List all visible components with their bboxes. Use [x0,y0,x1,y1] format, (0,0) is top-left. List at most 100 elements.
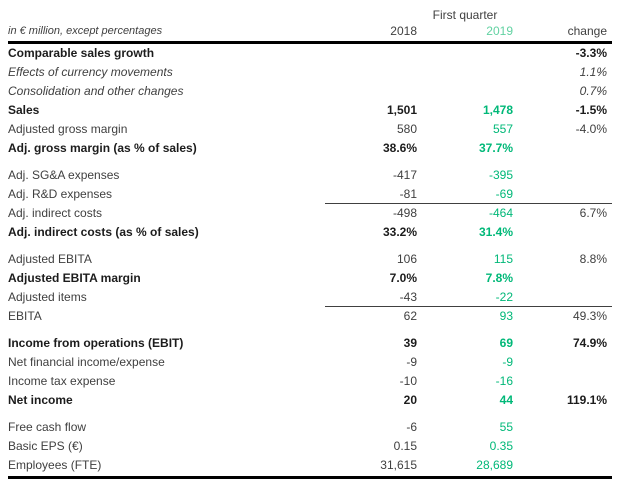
table-row: Income tax expense -10 -16 [8,372,612,391]
row-label: Adj. gross margin (as % of sales) [8,141,197,155]
section-gap [8,410,612,418]
table-row: Income from operations (EBIT) 39 69 74.9… [8,334,612,353]
section-gap [8,326,612,334]
table-row: EBITA 62 93 49.3% [8,307,612,326]
value-2019: -464 [488,206,513,220]
value-change [513,139,612,158]
group-header-first-quarter: First quarter [432,8,498,22]
value-change [513,456,612,475]
value-2019: 7.8% [485,271,513,285]
value-2018: 7.0% [389,271,417,285]
value-2018: -10 [399,374,417,388]
value-2019: -22 [417,288,513,307]
value-change [513,269,612,288]
row-label: Effects of currency movements [8,65,173,79]
row-label: Adjusted EBITA margin [8,271,141,285]
value-change [513,372,612,391]
value-2018: 33.2% [382,225,417,239]
table-row: Adj. R&D expenses -81 -69 [8,185,612,204]
table-row: Net income 20 44 119.1% [8,391,612,410]
value-2018: 0.15 [393,439,417,453]
value-2019 [417,63,513,82]
table-row: Adjusted items -43 -22 [8,288,612,307]
value-change [513,166,612,185]
row-label: Adj. SG&A expenses [8,168,120,182]
row-label: Consolidation and other changes [8,84,184,98]
column-header-row: in € million, except percentages 2018 20… [8,24,612,44]
bottom-rule [8,476,612,479]
group-header-row: First quarter [8,4,612,26]
units-note: in € million, except percentages [8,25,163,37]
section-gap [8,242,612,250]
value-change: -4.0% [575,122,607,136]
value-2018: 62 [403,309,417,323]
value-change: 74.9% [572,336,607,350]
value-2019: 31.4% [478,225,513,239]
table-row: Adjusted EBITA 106 115 8.8% [8,250,612,269]
value-2018 [325,44,417,63]
column-header-change: change [567,24,607,38]
value-2018: 106 [396,252,417,266]
value-2018: 38.6% [382,141,417,155]
table-row: Employees (FTE) 31,615 28,689 [8,456,612,475]
row-label: Employees (FTE) [8,458,102,472]
value-2019: 69 [499,336,513,350]
value-change: 8.8% [579,252,607,266]
value-2019: 0.35 [489,439,513,453]
value-2019 [417,44,513,63]
value-2019: 93 [499,309,513,323]
value-change [513,185,612,204]
value-2019: 1,478 [482,103,513,117]
row-label: Net income [8,393,73,407]
row-label: Comparable sales growth [8,46,155,60]
row-label: Basic EPS (€) [8,439,83,453]
value-change [513,418,612,437]
value-2019: 37.7% [478,141,513,155]
value-2018: 39 [403,336,417,350]
value-2019: -69 [417,185,513,204]
table-row: Comparable sales growth -3.3% [8,44,612,63]
value-2018 [325,82,417,101]
table-row: Adj. indirect costs -498 -464 6.7% [8,204,612,223]
row-label: Adj. indirect costs [8,206,103,220]
value-2018: -9 [406,355,417,369]
value-2019: 55 [499,420,513,434]
row-label: Adj. R&D expenses [8,187,113,201]
value-2018: -498 [392,206,417,220]
row-label: Adj. indirect costs (as % of sales) [8,225,199,239]
table-row: Consolidation and other changes 0.7% [8,82,612,101]
column-header-2019: 2019 [486,24,513,38]
table-row: Effects of currency movements 1.1% [8,63,612,82]
table-row: Sales 1,501 1,478 -1.5% [8,101,612,120]
value-change: 119.1% [566,393,607,407]
value-change [513,437,612,456]
value-2018: 1,501 [386,103,417,117]
table-row: Free cash flow -6 55 [8,418,612,437]
value-change: 1.1% [579,65,607,79]
column-header-2018: 2018 [390,24,417,38]
table-row: Basic EPS (€) 0.15 0.35 [8,437,612,456]
row-label: EBITA [8,309,42,323]
value-2018: -6 [406,420,417,434]
value-2019: -395 [488,168,513,182]
row-label: Net financial income/expense [8,355,165,369]
row-label: Sales [8,103,40,117]
value-2019 [417,82,513,101]
value-change: 6.7% [579,206,607,220]
row-label: Adjusted EBITA [8,252,92,266]
value-2018: 580 [396,122,417,136]
value-2019: 28,689 [476,458,513,472]
value-change: 0.7% [579,84,607,98]
value-change [513,353,612,372]
value-change [513,288,612,307]
value-2018: -417 [392,168,417,182]
value-2019: 115 [493,252,513,266]
table-row: Net financial income/expense -9 -9 [8,353,612,372]
row-label: Adjusted items [8,290,87,304]
value-change [513,223,612,242]
value-2018: 20 [403,393,417,407]
value-2018: -81 [325,185,417,204]
value-change: -3.3% [575,46,607,60]
table-row: Adjusted EBITA margin 7.0% 7.8% [8,269,612,288]
